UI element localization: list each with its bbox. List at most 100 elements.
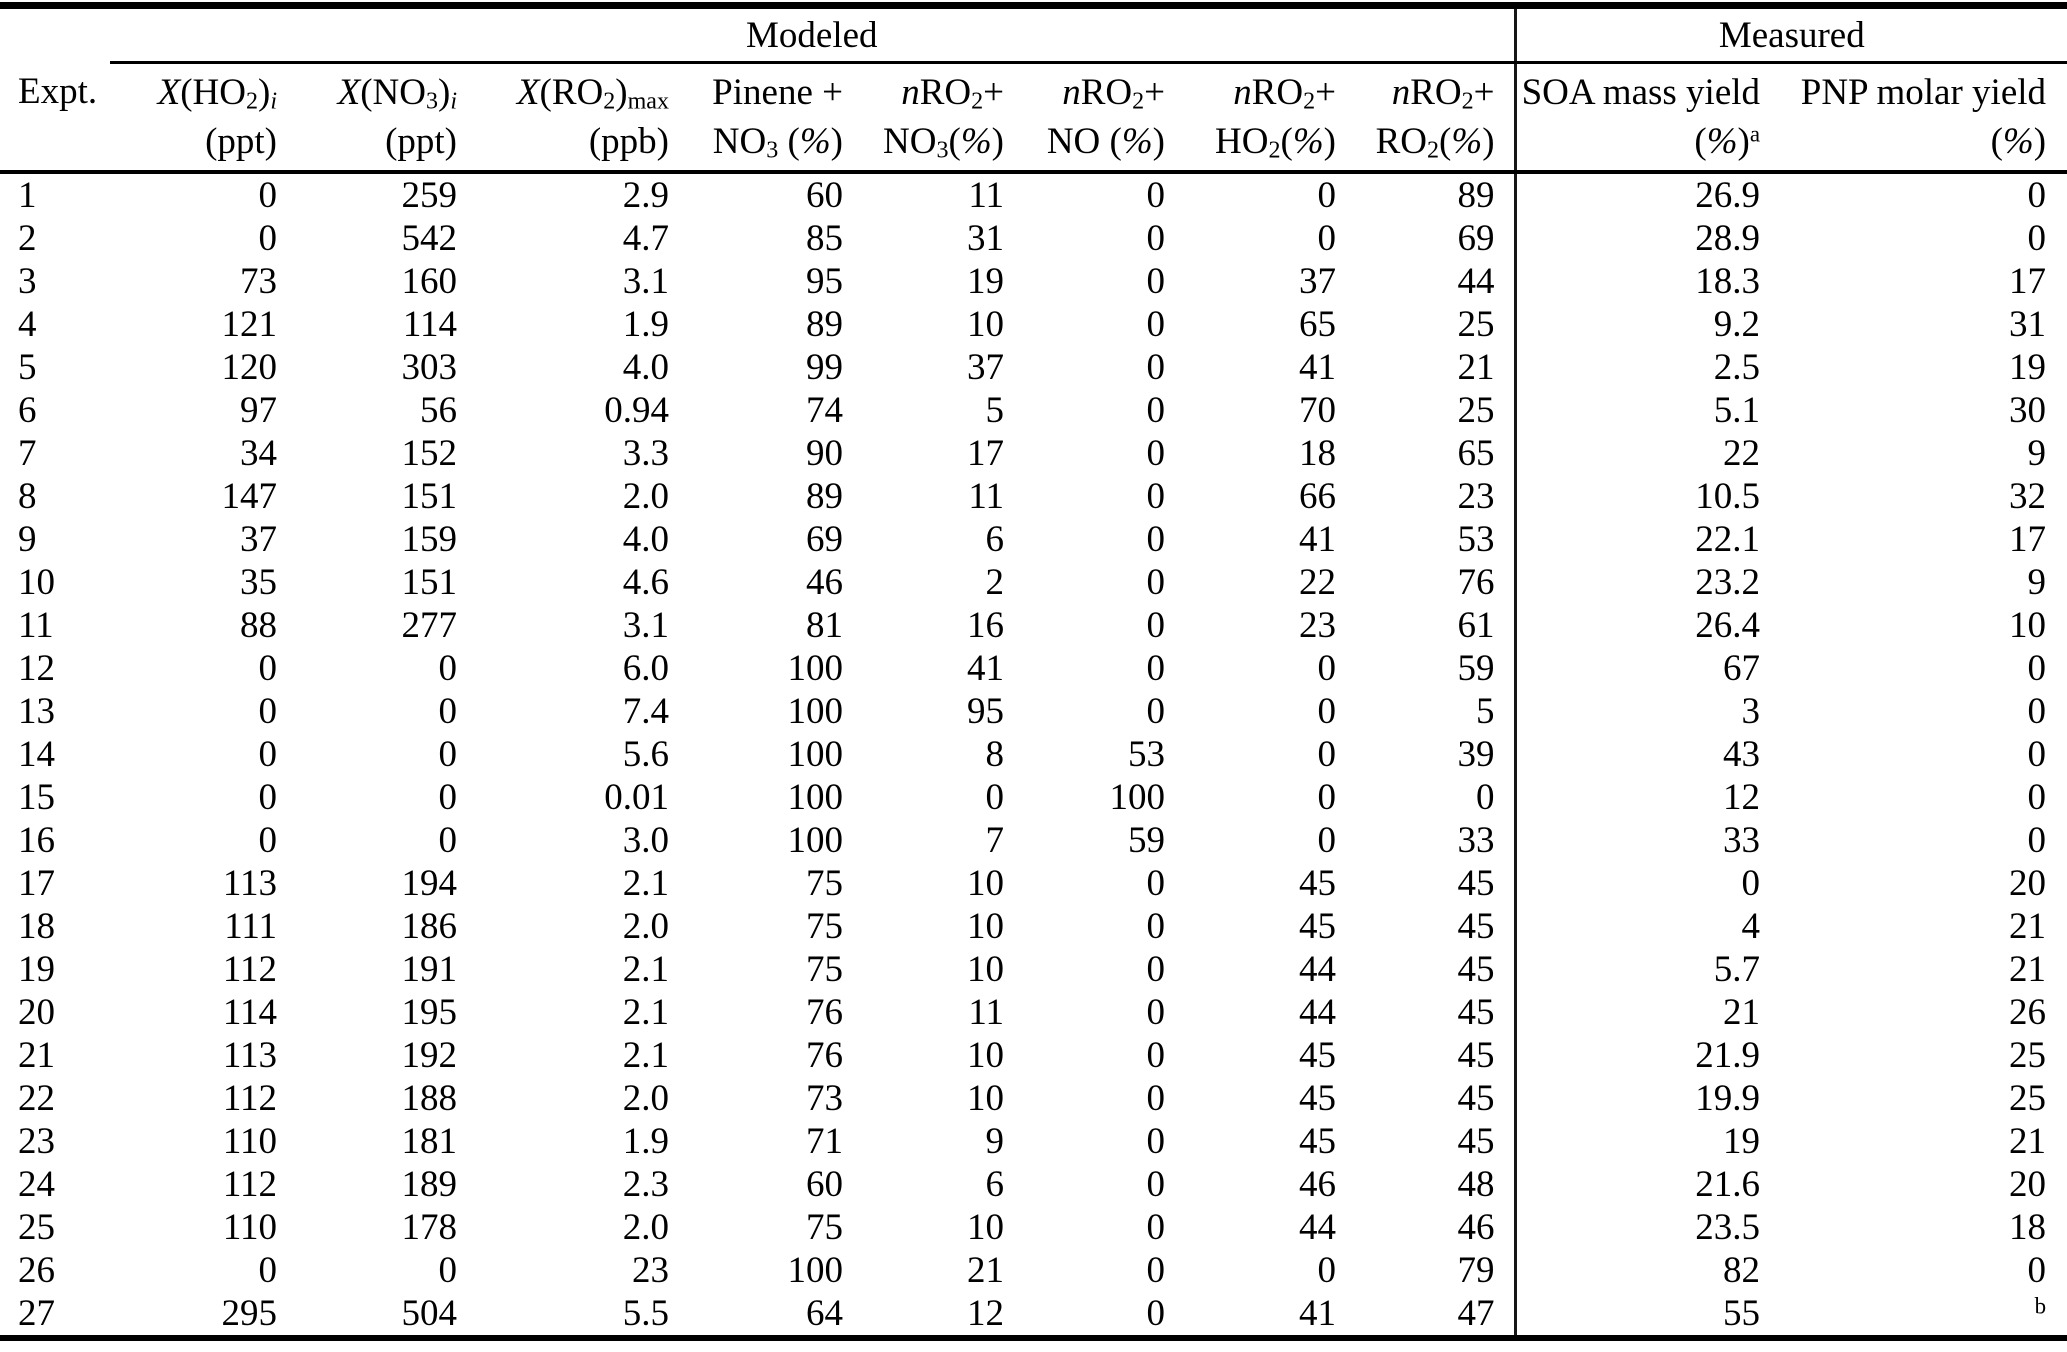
value-cell: 0 (1146, 476, 1166, 517)
value-cell: 186 (401, 906, 458, 947)
value-cell: 45 (1336, 991, 1517, 1034)
value-cell: 22.1 (1695, 519, 1761, 560)
table-row: 9 37 159 4.0 69 6 0 41 53 22.1 17 (0, 518, 2067, 561)
value-cell: 19 (967, 261, 1004, 302)
expt-cell: 13 (18, 691, 55, 732)
expt-cell: 21 (18, 1035, 55, 1076)
value-cell: 21 (2009, 1121, 2047, 1162)
value-cell: 5.6 (622, 734, 669, 775)
value-cell: 33 (1723, 820, 1761, 861)
col-header-line1: X(HO2)i (157, 72, 277, 115)
expt-cell: 6 (18, 390, 37, 431)
value-cell: 0 (1146, 1250, 1166, 1291)
value-cell: 76 (806, 992, 843, 1033)
expt-cell: 20 (18, 992, 55, 1033)
expt-cell: 14 (18, 734, 55, 775)
value-cell: 11 (968, 476, 1004, 517)
expt-cell: 8 (18, 476, 37, 517)
table-row: 3 73 160 3.1 95 19 0 37 44 18.3 17 (0, 260, 2067, 303)
value-cell: 69 (1336, 217, 1517, 260)
value-cell: 0 (258, 175, 278, 216)
value-cell: 23 (1336, 475, 1517, 518)
table-row: 25 110 178 2.0 75 10 0 44 46 23.5 18 (0, 1206, 2067, 1249)
value-cell: 0 (1146, 261, 1166, 302)
value-cell: 19 (2009, 347, 2047, 388)
value-cell: 25 (2009, 1078, 2047, 1119)
value-cell: 21 (2009, 949, 2047, 990)
value-cell: 0 (1146, 691, 1166, 732)
value-cell: 0 (438, 691, 458, 732)
value-cell: 0 (1317, 820, 1337, 861)
expt-cell: 7 (18, 433, 37, 474)
value-cell: 1.9 (622, 304, 669, 345)
table-row: 19 112 191 2.1 75 10 0 44 45 5.7 21 (0, 948, 2067, 991)
value-cell: 44 (1336, 260, 1517, 303)
value-cell: 0 (438, 648, 458, 689)
value-cell: 44 (1299, 992, 1336, 1033)
value-cell: 89 (806, 476, 843, 517)
col-header-nro2-ho2: nRO2+ HO2(%) (1165, 62, 1336, 174)
value-cell: 32 (2009, 476, 2047, 517)
value-cell: 0 (1146, 863, 1166, 904)
col-header-x-no3: X(NO3)i (ppt) (277, 62, 457, 174)
value-cell: 22 (1723, 433, 1761, 474)
expt-cell: 11 (18, 605, 54, 646)
value-cell: 56 (420, 390, 457, 431)
value-cell: 114 (402, 304, 457, 345)
value-cell: 41 (967, 648, 1004, 689)
col-header-line1: nRO2+ (1233, 72, 1336, 115)
value-cell: 37 (240, 519, 277, 560)
expt-cell: 3 (18, 261, 37, 302)
value-cell: 4.7 (622, 218, 669, 259)
value-cell: 12 (1723, 777, 1761, 818)
col-header-line2: (ppt) (385, 121, 457, 162)
value-cell: 0 (1146, 992, 1166, 1033)
value-cell: 0 (1146, 175, 1166, 216)
value-cell: 45 (1299, 906, 1336, 947)
value-cell: 44 (1299, 949, 1336, 990)
value-cell: 76 (1336, 561, 1517, 604)
group-header-modeled: Modeled (110, 5, 1517, 64)
value-cell: 41 (1299, 1293, 1336, 1334)
value-cell: 45 (1299, 863, 1336, 904)
value-cell: 0 (438, 1250, 458, 1291)
value-cell: 16 (967, 605, 1004, 646)
expt-cell: 22 (18, 1078, 55, 1119)
value-cell: 18 (2009, 1207, 2047, 1248)
value-cell: 60 (806, 175, 843, 216)
value-cell: 3 (1741, 691, 1761, 732)
col-header-line2: (ppt) (205, 121, 277, 162)
value-cell: 59 (1128, 820, 1165, 861)
group-header-spacer (0, 6, 110, 63)
col-header-pinene-no3: Pinene + NO3 (%) (669, 62, 843, 174)
expt-cell: 19 (18, 949, 55, 990)
value-cell: 2.1 (622, 992, 669, 1033)
value-cell: 2.0 (622, 1207, 669, 1248)
value-cell: 99 (806, 347, 843, 388)
value-cell: 55 (1723, 1293, 1761, 1334)
col-header-line1: nRO2+ (1391, 72, 1495, 115)
value-cell: 0 (2027, 175, 2047, 216)
value-cell: 112 (222, 1078, 277, 1119)
value-cell: 45 (1336, 1034, 1517, 1077)
column-header-row: Expt. X(HO2)i (ppt) X(NO3)i (ppt) X(RO2)… (0, 62, 2067, 174)
table-row: 1 0 259 2.9 60 11 0 0 89 26.9 0 (0, 172, 2067, 217)
value-cell: 97 (240, 390, 277, 431)
value-cell: 504 (401, 1293, 458, 1334)
value-cell: 6 (985, 1164, 1005, 1205)
col-header-line1: PNP molar yield (1800, 72, 2047, 113)
value-cell: 0 (1317, 1250, 1337, 1291)
value-cell: 66 (1299, 476, 1336, 517)
col-header-nro2-no: nRO2+ NO (%) (1004, 62, 1165, 174)
value-cell: 19 (1723, 1121, 1761, 1162)
value-cell: 4.0 (622, 347, 669, 388)
col-header-x-ro2-max: X(RO2)max (ppb) (457, 62, 669, 174)
value-cell: 188 (401, 1078, 458, 1119)
value-cell: 0 (1146, 304, 1166, 345)
value-cell: 0 (1146, 949, 1166, 990)
value-cell: 45 (1299, 1078, 1336, 1119)
value-cell: 100 (1109, 777, 1166, 818)
value-cell: 41 (1299, 519, 1336, 560)
value-cell: 45 (1299, 1035, 1336, 1076)
